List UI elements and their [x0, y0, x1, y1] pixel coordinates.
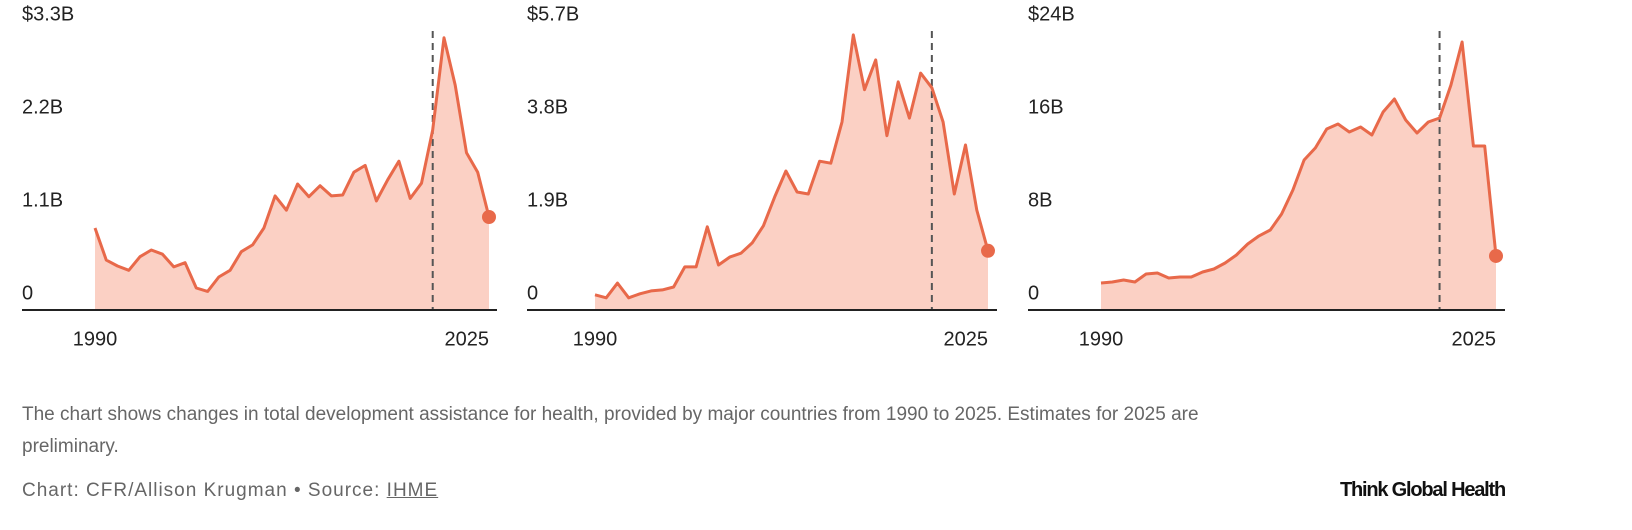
y-tick-label: 8B [1028, 189, 1052, 211]
brand: Think Global Health [1340, 479, 1506, 501]
line [594, 33, 990, 300]
credit: Chart: CFR/Allison Krugman • Source: IHM… [22, 480, 438, 502]
charts: 0 1.1B 2.2B $3.3B 1990 2025 0 1.9B 3.8B $5.7B 1990… [22, 3, 1505, 350]
y-tick-label: $24B [1028, 3, 1075, 25]
line [93, 36, 491, 293]
y-tick-label: $3.3B [22, 3, 74, 25]
x-tick-label: 1990 [73, 328, 118, 350]
y-tick-label: 1.1B [22, 189, 63, 211]
y-tick-label: 0 [527, 282, 538, 304]
end-point [1489, 248, 1503, 263]
end-point [981, 243, 995, 258]
x-tick-label: 1990 [573, 328, 618, 350]
x-tick-label: 2025 [1452, 328, 1497, 350]
source-link[interactable]: IHME [386, 480, 439, 501]
end-point [482, 210, 496, 224]
x-tick-label: 2025 [445, 328, 490, 350]
y-tick-label: $5.7B [527, 3, 579, 25]
y-tick-label: 0 [1028, 282, 1039, 304]
area [95, 37, 489, 311]
x-tick-label: 2025 [944, 328, 989, 350]
area [595, 34, 988, 311]
x-tick-label: 1990 [1079, 328, 1124, 350]
y-tick-label: 3.8B [527, 96, 568, 118]
y-tick-label: 0 [22, 282, 33, 304]
line [1100, 40, 1498, 285]
y-tick-label: 16B [1028, 96, 1064, 118]
y-tick-label: 1.9B [527, 189, 568, 211]
y-tick-label: 2.2B [22, 96, 63, 118]
caption: The chart shows changes in total develop… [22, 404, 1199, 457]
credit-text: Chart: CFR/Allison Krugman • Source: [22, 480, 381, 501]
